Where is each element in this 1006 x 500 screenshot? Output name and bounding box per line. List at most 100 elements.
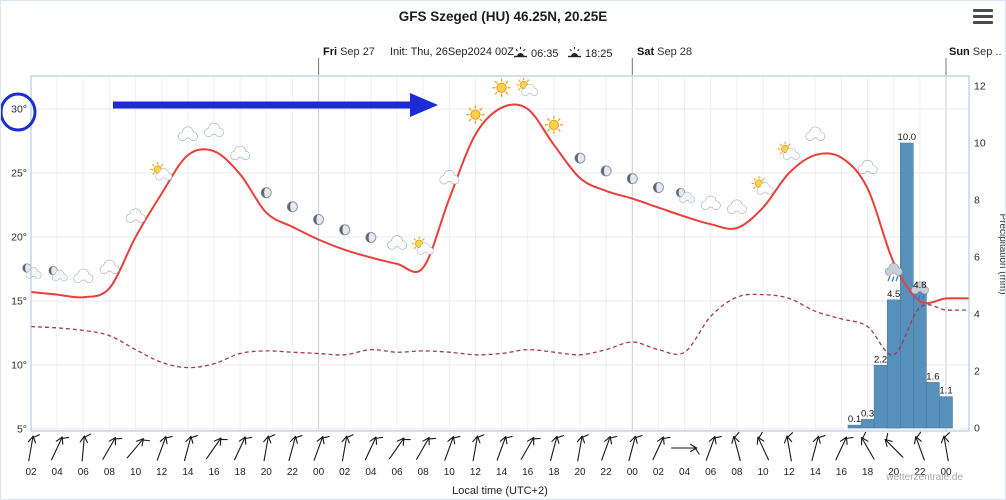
cloud-icon: [73, 268, 94, 283]
svg-text:22: 22: [914, 467, 926, 478]
svg-text:0.1: 0.1: [848, 414, 861, 425]
svg-text:14: 14: [496, 467, 508, 478]
precipitation-labels: 0.10.3 2.2 4.5 10.0 4.8 1.61.1: [848, 132, 953, 425]
sunrise-time: 06:35: [531, 48, 559, 60]
svg-text:00: 00: [313, 467, 325, 478]
cloud-icon: [99, 259, 120, 274]
wind-barbs: [27, 431, 950, 462]
precip-axis-labels: 0 2 4 6 8 10 12: [974, 81, 986, 435]
sunrise-group: 06:35: [513, 46, 559, 62]
svg-text:8: 8: [974, 195, 980, 207]
svg-text:12: 12: [784, 467, 796, 478]
svg-text:06: 06: [78, 467, 90, 478]
cloud-icon: [700, 195, 721, 210]
cloud-icon: [805, 126, 826, 141]
svg-text:06: 06: [705, 467, 717, 478]
cloud-icon: [857, 159, 878, 175]
svg-text:18: 18: [862, 467, 874, 478]
moon-icon: [652, 182, 664, 194]
svg-text:10: 10: [757, 467, 769, 478]
svg-text:4: 4: [974, 309, 980, 321]
precip-axis-title: Precipitation (mm): [997, 213, 1006, 294]
sun-cloud-icon: [751, 176, 774, 195]
moon-icon: [260, 187, 272, 199]
svg-text:06: 06: [391, 467, 403, 478]
svg-text:00: 00: [940, 467, 952, 478]
svg-text:0.3: 0.3: [861, 408, 874, 419]
svg-text:4.5: 4.5: [887, 289, 900, 300]
svg-text:20: 20: [888, 467, 900, 478]
moon-icon: [626, 173, 638, 185]
svg-text:18: 18: [548, 467, 560, 478]
day-label-sun: Sun Sep ..: [949, 46, 1002, 58]
sun-cloud-icon: [150, 162, 173, 181]
svg-text:12: 12: [156, 467, 168, 478]
temperature-curve: [31, 103, 969, 305]
hamburger-menu-icon[interactable]: [973, 9, 993, 27]
sun-cloud-icon: [516, 77, 539, 96]
sun-icon: [466, 105, 485, 124]
svg-text:10: 10: [130, 467, 142, 478]
weather-icons: [22, 77, 929, 301]
svg-text:04: 04: [365, 467, 377, 478]
svg-text:02: 02: [25, 467, 37, 478]
svg-text:12: 12: [974, 81, 986, 93]
page-title: GFS Szeged (HU) 46.25N, 20.25E: [398, 9, 608, 24]
temp-axis-labels: 5° 10° 15° 20° 25° 30°: [11, 104, 27, 436]
svg-text:20°: 20°: [11, 232, 27, 244]
sunset-group: 18:25: [567, 46, 613, 62]
svg-text:10°: 10°: [11, 360, 27, 372]
svg-text:02: 02: [653, 467, 665, 478]
cloud-icon: [387, 235, 407, 250]
svg-text:22: 22: [601, 467, 613, 478]
moon-cloud-icon: [675, 187, 696, 204]
svg-text:18: 18: [235, 467, 247, 478]
sun-cloud-icon: [777, 141, 800, 160]
moon-cloud-icon: [48, 265, 68, 282]
svg-text:20: 20: [261, 467, 273, 478]
moon-icon: [286, 201, 298, 213]
svg-text:00: 00: [627, 467, 639, 478]
day-label-fri: Fri Sep 27: [323, 46, 375, 58]
svg-text:16: 16: [208, 467, 220, 478]
svg-text:10.0: 10.0: [898, 132, 917, 143]
cloud-icon: [230, 145, 251, 161]
plot-frame: [30, 75, 970, 432]
svg-text:10: 10: [444, 467, 456, 478]
gridlines: [30, 76, 969, 431]
svg-text:4.8: 4.8: [913, 280, 926, 291]
moon-icon: [574, 152, 586, 164]
annotation-circle: [1, 92, 37, 132]
svg-text:10: 10: [974, 138, 986, 150]
rain-icon: [911, 281, 929, 301]
watermark: wetterzentrale.de: [886, 472, 963, 483]
cloud-icon: [204, 122, 224, 137]
precipitation-bars: [847, 142, 953, 429]
x-axis-title: Local time (UTC+2): [452, 485, 548, 497]
svg-text:22: 22: [287, 467, 299, 478]
svg-text:2: 2: [974, 366, 980, 378]
dewpoint-curve: [31, 293, 969, 369]
svg-text:20: 20: [574, 467, 586, 478]
svg-text:16: 16: [522, 467, 534, 478]
sun-icon: [544, 115, 564, 135]
svg-text:16: 16: [836, 467, 848, 478]
svg-text:02: 02: [339, 467, 351, 478]
svg-text:14: 14: [182, 467, 194, 478]
svg-text:04: 04: [52, 467, 64, 478]
svg-text:15°: 15°: [11, 296, 27, 308]
moon-cloud-icon: [22, 263, 42, 279]
sunrise-icon: [513, 46, 528, 62]
sunset-time: 18:25: [585, 48, 613, 60]
day-label-sat: Sat Sep 28: [637, 46, 692, 58]
rain-icon: [884, 262, 903, 282]
svg-text:2.2: 2.2: [874, 354, 887, 365]
cloud-icon: [439, 170, 460, 185]
sun-icon: [492, 78, 511, 97]
annotation-arrow: [113, 93, 438, 117]
svg-text:04: 04: [679, 467, 691, 478]
svg-text:0: 0: [974, 423, 980, 435]
svg-text:14: 14: [810, 467, 822, 478]
svg-text:08: 08: [104, 467, 116, 478]
